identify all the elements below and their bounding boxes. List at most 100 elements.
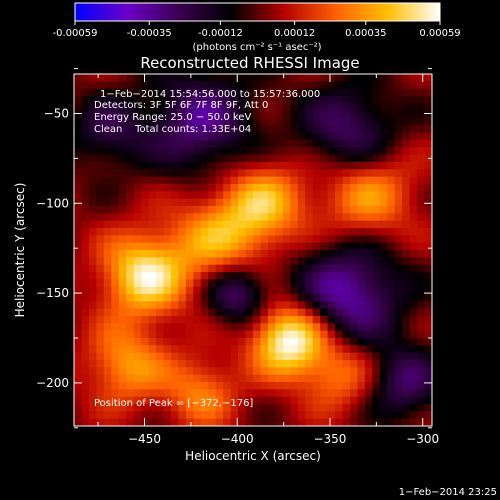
heatmap-cell	[297, 250, 306, 258]
heatmap-cell	[320, 264, 329, 273]
heatmap-cell	[260, 228, 269, 236]
heatmap-cell	[118, 118, 127, 126]
heatmap-cell	[118, 74, 127, 82]
heatmap-cell	[297, 301, 306, 310]
heatmap-cell	[245, 264, 254, 273]
heatmap-cell	[200, 279, 209, 288]
heatmap-cell	[208, 96, 217, 104]
heatmap-cell	[185, 176, 194, 185]
heatmap-cell	[305, 345, 314, 354]
heatmap-cell	[133, 250, 142, 258]
heatmap-cell	[260, 264, 269, 273]
x-axis-label: Heliocentric X (arcsec)	[185, 449, 321, 463]
heatmap-cell	[223, 367, 232, 376]
heatmap-cell	[305, 323, 314, 332]
heatmap-cell	[223, 301, 232, 310]
heatmap-cell	[394, 184, 403, 192]
heatmap-cell	[424, 74, 433, 82]
heatmap-cell	[417, 374, 426, 383]
heatmap-cell	[118, 294, 127, 302]
heatmap-cell	[74, 118, 82, 126]
heatmap-cell	[409, 345, 418, 354]
heatmap-cell	[394, 228, 403, 236]
heatmap-cell	[253, 162, 261, 170]
heatmap-cell	[312, 154, 321, 163]
heatmap-cell	[170, 140, 179, 148]
heatmap-cell	[118, 96, 127, 104]
heatmap-cell	[342, 382, 351, 390]
heatmap-cell	[290, 418, 299, 427]
heatmap-cell	[349, 330, 358, 339]
heatmap-cell	[178, 162, 187, 170]
heatmap-cell	[253, 198, 261, 207]
heatmap-cell	[342, 418, 351, 427]
heatmap-cell	[208, 110, 217, 119]
heatmap-cell	[297, 264, 306, 273]
heatmap-cell	[372, 352, 381, 361]
heatmap-cell	[402, 206, 411, 214]
heatmap-cell	[148, 191, 157, 200]
heatmap-cell	[245, 389, 254, 398]
heatmap-cell	[156, 308, 164, 317]
heatmap-cell	[200, 338, 209, 346]
heatmap-cell	[327, 345, 336, 354]
heatmap-cell	[387, 286, 396, 295]
heatmap-cell	[118, 389, 127, 398]
heatmap-cell	[342, 338, 351, 346]
heatmap-cell	[111, 264, 120, 273]
heatmap-cell	[163, 110, 172, 119]
heatmap-cell	[178, 338, 187, 346]
heatmap-cell	[305, 74, 314, 82]
heatmap-cell	[88, 242, 97, 251]
heatmap-cell	[245, 404, 254, 412]
heatmap-cell	[156, 374, 164, 383]
heatmap-cell	[320, 389, 329, 398]
heatmap-cell	[156, 125, 164, 134]
heatmap-cell	[349, 81, 358, 90]
heatmap-cell	[111, 110, 120, 119]
heatmap-cell	[282, 272, 291, 280]
heatmap-cell	[290, 264, 299, 273]
heatmap-cell	[141, 184, 150, 192]
heatmap-cell	[126, 198, 135, 207]
heatmap-cell	[312, 352, 321, 361]
heatmap-cell	[238, 96, 247, 104]
heatmap-cell	[126, 338, 135, 346]
heatmap-cell	[208, 198, 217, 207]
heatmap-cell	[297, 286, 306, 295]
heatmap-cell	[148, 301, 157, 310]
heatmap-cell	[111, 213, 120, 222]
heatmap-cell	[327, 184, 336, 192]
heatmap-cell	[335, 169, 343, 178]
heatmap-cell	[200, 250, 209, 258]
heatmap-cell	[103, 184, 112, 192]
heatmap-cell	[178, 118, 187, 126]
heatmap-cell	[156, 367, 164, 376]
heatmap-cell	[200, 404, 209, 412]
heatmap-cell	[327, 374, 336, 383]
heatmap-cell	[290, 118, 299, 126]
heatmap-cell	[96, 272, 105, 280]
heatmap-cell	[133, 301, 142, 310]
heatmap-cell	[126, 235, 135, 244]
heatmap-cell	[156, 184, 164, 192]
heatmap-cell	[394, 235, 403, 244]
heatmap-cell	[148, 411, 157, 420]
heatmap-cell	[349, 382, 358, 390]
heatmap-cell	[312, 140, 321, 148]
heatmap-cell	[275, 235, 284, 244]
heatmap-cell	[200, 264, 209, 273]
heatmap-cell	[290, 316, 299, 324]
heatmap-cell	[156, 169, 164, 178]
heatmap-cell	[260, 147, 269, 156]
heatmap-cell	[133, 228, 142, 236]
heatmap-cell	[409, 213, 418, 222]
heatmap-cell	[312, 103, 321, 112]
heatmap-cell	[193, 374, 202, 383]
heatmap-cell	[238, 213, 247, 222]
heatmap-cell	[178, 396, 187, 405]
heatmap-cell	[193, 382, 202, 390]
heatmap-cell	[81, 74, 90, 82]
heatmap-cell	[372, 110, 381, 119]
heatmap-cell	[275, 88, 284, 97]
